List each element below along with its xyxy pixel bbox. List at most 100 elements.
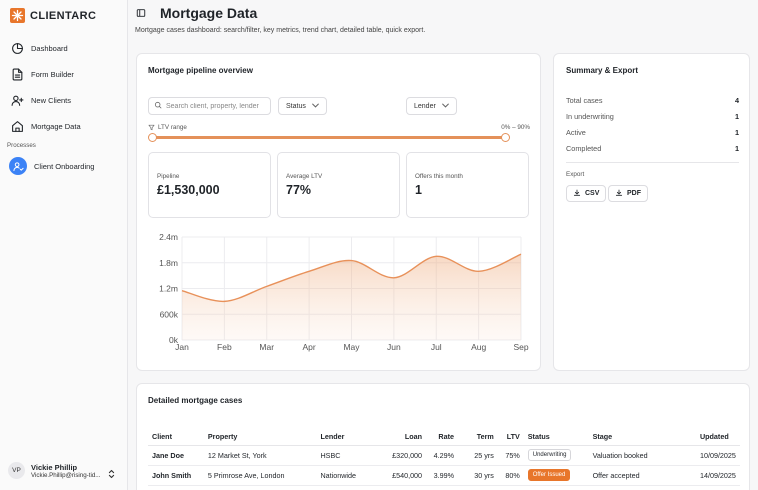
metric-value: 1 (415, 183, 422, 197)
x-tick-label: Feb (217, 342, 232, 352)
cell-loan: £540,000 (376, 465, 427, 486)
summary-label: Completed (566, 144, 602, 153)
summary-row-in-underwriting: In underwriting 1 (566, 112, 739, 121)
cell-status: Offer Issued (523, 465, 589, 486)
sidebar-item-label: Client Onboarding (34, 161, 95, 171)
summary-card (553, 53, 750, 371)
summary-label: Active (566, 128, 586, 137)
sidebar: CLIENTARC Dashboard Form Builder New Cli… (0, 0, 128, 490)
data-point (308, 270, 310, 272)
chevron-up-down-icon[interactable] (108, 469, 115, 481)
avatar: VP (8, 462, 25, 479)
lender-select[interactable]: Lender (406, 97, 457, 115)
cell-ltv: 80% (497, 465, 524, 486)
app-name: CLIENTARC (30, 9, 97, 22)
data-point (266, 285, 268, 287)
cell-property: 5 Primrose Ave, London (203, 465, 317, 486)
data-point (435, 255, 437, 257)
sidebar-item-label: Mortgage Data (31, 121, 81, 131)
summary-value: 1 (734, 144, 739, 153)
series-area (182, 254, 521, 340)
summary-row-active: Active 1 (566, 128, 739, 137)
x-tick-label: May (343, 342, 360, 352)
export-csv-button[interactable]: CSV (566, 185, 607, 202)
summary-row-completed: Completed 1 (566, 144, 739, 153)
export-csv-label: CSV (585, 190, 600, 197)
sidebar-item-new-clients[interactable]: New Clients (10, 92, 71, 108)
table-row[interactable]: John Smith 5 Primrose Ave, London Nation… (148, 465, 740, 486)
metric-label: Offers this month (415, 173, 463, 180)
cell-stage: Valuation booked (588, 445, 696, 466)
x-tick-label: Apr (303, 342, 316, 352)
ltv-slider-track[interactable] (152, 136, 506, 139)
data-point (350, 259, 352, 261)
document-icon (10, 67, 24, 81)
sidebar-item-client-onboarding[interactable]: Client Onboarding (9, 157, 94, 175)
ltv-slider-min-handle[interactable] (148, 133, 157, 142)
export-pdf-label: PDF (627, 190, 641, 197)
user-profile[interactable]: VP Vickie Phillip Vickie.Phillip@rising-… (8, 462, 105, 479)
chevron-down-icon (312, 103, 319, 110)
cell-rate: 3.99% (426, 465, 458, 486)
search-field[interactable] (166, 102, 266, 110)
cell-lender: Nationwide (316, 465, 377, 486)
cases-table: Client Property Lender Loan Rate Term LT… (148, 428, 740, 486)
download-icon (615, 189, 623, 199)
search-icon (154, 101, 162, 111)
metric-label: Average LTV (286, 173, 323, 180)
column-header[interactable]: Rate (426, 428, 458, 446)
table-row[interactable]: Jane Doe 12 Market St, York HSBC £320,00… (148, 445, 740, 466)
column-header[interactable]: Property (203, 428, 317, 446)
pipeline-title: Mortgage pipeline overview (148, 66, 253, 75)
app-logo[interactable]: CLIENTARC (10, 8, 96, 23)
column-header[interactable]: Status (523, 428, 589, 446)
sidebar-toggle-icon[interactable] (136, 8, 146, 20)
column-header[interactable]: Term (458, 428, 498, 446)
export-pdf-button[interactable]: PDF (608, 185, 648, 202)
metric-offers-this-month: Offers this month 1 (406, 152, 529, 218)
table-header-row: Client Property Lender Loan Rate Term LT… (148, 428, 740, 446)
home-icon (10, 119, 24, 133)
ltv-range-value: 0% – 90% (501, 124, 530, 131)
column-header[interactable]: Stage (588, 428, 696, 446)
processes-heading: Processes (7, 142, 36, 149)
column-header[interactable]: Lender (316, 428, 377, 446)
cell-lender: HSBC (316, 445, 377, 466)
chevron-down-icon (441, 103, 449, 110)
cell-client: Jane Doe (148, 445, 204, 466)
status-select-value: Status (286, 102, 306, 110)
column-header[interactable]: LTV (497, 428, 524, 446)
data-point (181, 289, 183, 291)
cell-term: 30 yrs (458, 465, 498, 486)
sidebar-item-form-builder[interactable]: Form Builder (10, 66, 74, 82)
y-tick-label: 600k (160, 309, 179, 319)
column-header[interactable]: Loan (376, 428, 427, 446)
page-title: Mortgage Data (160, 5, 258, 21)
y-tick-label: 2.4m (159, 232, 178, 242)
data-point (477, 270, 479, 272)
column-header[interactable]: Updated (695, 428, 740, 446)
pie-chart-icon (10, 41, 24, 55)
data-point (520, 253, 522, 255)
search-input[interactable] (148, 97, 271, 115)
cell-updated: 14/09/2025 (695, 465, 740, 486)
y-tick-label: 0k (169, 335, 179, 345)
page-subtitle: Mortgage cases dashboard: search/filter,… (135, 27, 426, 34)
column-header[interactable]: Client (148, 428, 204, 446)
summary-label: Total cases (566, 96, 603, 105)
sidebar-item-label: New Clients (31, 95, 72, 105)
x-tick-label: Jun (387, 342, 401, 352)
trend-chart: 0k 600k 1.2m 1.8m 2.4m Jan Feb Mar Apr May Jun Jul A… (148, 228, 536, 356)
cell-property: 12 Market St, York (203, 445, 317, 466)
lender-select-value: Lender (414, 102, 436, 110)
status-select[interactable]: Status (278, 97, 327, 115)
metric-value: £1,530,000 (157, 183, 220, 197)
filter-icon (148, 124, 155, 133)
summary-label: In underwriting (566, 112, 614, 121)
series-line (181, 253, 522, 303)
sidebar-item-dashboard[interactable]: Dashboard (10, 40, 68, 56)
sidebar-item-mortgage-data[interactable]: Mortgage Data (10, 118, 81, 134)
ltv-slider-max-handle[interactable] (501, 133, 510, 142)
summary-value: 1 (734, 128, 739, 137)
data-point (393, 277, 395, 279)
